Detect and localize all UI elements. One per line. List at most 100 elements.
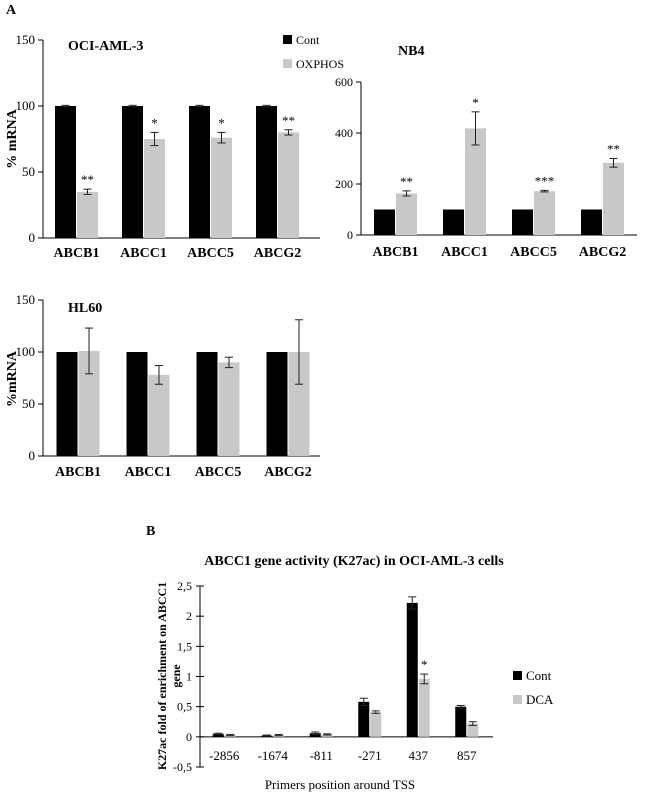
y-tick-label: 600 [335, 75, 353, 89]
y-tick-label: 200 [335, 177, 353, 191]
y-tick-label: 50 [22, 396, 35, 411]
bar-treated [144, 139, 165, 238]
x-axis-label: Primers position around TSS [265, 777, 415, 792]
x-tick-label: -811 [310, 748, 333, 763]
x-tick-label: ABCC5 [195, 465, 242, 480]
x-tick-label: 857 [457, 748, 477, 763]
y-tick-label: 0 [29, 230, 36, 245]
bar-cont [122, 106, 143, 238]
bar-treated [218, 362, 240, 456]
x-tick-label: ABCG2 [579, 245, 626, 260]
chart-title: NB4 [398, 44, 424, 59]
y-tick-label: 150 [16, 292, 36, 307]
bar-treated [534, 191, 555, 235]
chart-title: HL60 [68, 301, 102, 316]
y-tick-label: 0,5 [177, 700, 192, 714]
x-tick-label: ABCB1 [373, 245, 419, 260]
bar-treated [77, 191, 98, 238]
bar-treated [78, 350, 100, 456]
bar-cont [189, 106, 210, 238]
x-tick-label: 437 [409, 748, 429, 763]
panel-label-a: A [6, 3, 17, 18]
legend-label: Cont [526, 668, 552, 683]
x-tick-label: ABCG2 [254, 246, 301, 261]
y-tick-label: 0 [29, 448, 36, 463]
bar-treated [370, 712, 382, 737]
significance-label: * [218, 115, 225, 130]
x-tick-label: ABCC1 [120, 246, 167, 261]
bar-cont [55, 106, 76, 238]
y-tick-label: 100 [16, 98, 36, 113]
x-tick-label: ABCB1 [55, 465, 101, 480]
panel-label-b: B [146, 524, 155, 539]
significance-label: ** [282, 113, 295, 128]
x-tick-label: -2856 [209, 748, 240, 763]
legend-label: OXPHOS [296, 57, 344, 71]
significance-label: * [151, 115, 158, 130]
bar-cont [266, 352, 288, 456]
chart-title: OCI-AML-3 [68, 39, 143, 54]
y-tick-label: 1,5 [177, 639, 192, 653]
legend-swatch [513, 695, 522, 704]
significance-label: ** [607, 142, 620, 157]
legend-swatch [283, 59, 292, 68]
bar-cont [406, 602, 418, 737]
x-tick-label: ABCC1 [441, 245, 488, 260]
x-tick-label: ABCB1 [54, 246, 100, 261]
y-tick-label: 150 [16, 32, 36, 47]
chart-oci-aml-3: 0 50 100 150 ** ABCB1 * ABCC1 * ABCC5 ** ABCG2 OCI-A… [5, 32, 344, 261]
x-tick-label: ABCC1 [125, 465, 172, 480]
bar-cont [374, 209, 395, 235]
significance-label: ** [400, 174, 413, 189]
x-tick-label: -1674 [258, 748, 289, 763]
y-axis-label-line: gene [169, 664, 183, 688]
bar-treated [148, 374, 170, 456]
legend-label: DCA [526, 692, 554, 707]
y-tick-label: 0 [186, 730, 192, 744]
y-tick-label: 400 [335, 126, 353, 140]
legend-swatch [283, 35, 292, 44]
x-tick-label: ABCG2 [264, 465, 311, 480]
bar-treated [418, 678, 430, 737]
bar-treated [396, 193, 417, 235]
bar-cont [56, 352, 78, 456]
significance-label: * [421, 657, 428, 672]
bar-treated [211, 137, 232, 238]
bar-treated [603, 162, 624, 235]
y-axis-label: K27ac fold of enrichment on ABCC1gene [155, 582, 183, 770]
y-tick-label: 1 [186, 670, 192, 684]
bar-treated [467, 723, 479, 737]
y-tick-label: 2,5 [177, 579, 192, 593]
bar-cont [309, 733, 321, 737]
bar-cont [212, 733, 224, 737]
y-tick-label: 100 [16, 344, 36, 359]
y-axis-label-line: K27ac fold of enrichment on ABCC1 [155, 582, 169, 770]
y-tick-label: 0 [347, 228, 353, 242]
significance-label: ** [81, 172, 94, 187]
y-tick-label: -0,5 [173, 760, 192, 774]
x-tick-label: -271 [358, 748, 382, 763]
y-axis-label: %mRNA [5, 350, 20, 407]
x-tick-label: ABCC5 [510, 245, 557, 260]
bar-treated [288, 352, 310, 456]
significance-label: *** [535, 173, 555, 188]
chart-abcc1-k27ac: -0,5 0 0,5 1 1,5 2 2,5 -2856 -1674 -811 -271 * 437 85… [155, 554, 554, 792]
bar-cont [443, 209, 464, 235]
y-axis-label: % mRNA [5, 108, 20, 168]
bar-cont [512, 209, 533, 235]
chart-nb4: 0 200 400 600 ** ABCB1 * ABCC1 *** ABCC5 ** ABCG2 NB… [335, 44, 637, 260]
y-tick-label: 2 [186, 609, 192, 623]
bar-cont [126, 352, 148, 456]
bar-cont [358, 701, 370, 737]
bar-cont [196, 352, 218, 456]
bar-cont [455, 706, 467, 737]
significance-label: * [472, 95, 479, 110]
bar-treated [465, 128, 486, 235]
legend-swatch [513, 671, 522, 680]
chart-title: ABCC1 gene activity (K27ac) in OCI-AML-3… [204, 554, 504, 569]
legend-label: Cont [296, 33, 320, 47]
chart-hl60: 0 50 100 150 ABCB1 ABCC1 ABCC5 ABCG2 HL60 %mRNA [5, 292, 320, 480]
bar-cont [581, 209, 602, 235]
bar-cont [256, 106, 277, 238]
